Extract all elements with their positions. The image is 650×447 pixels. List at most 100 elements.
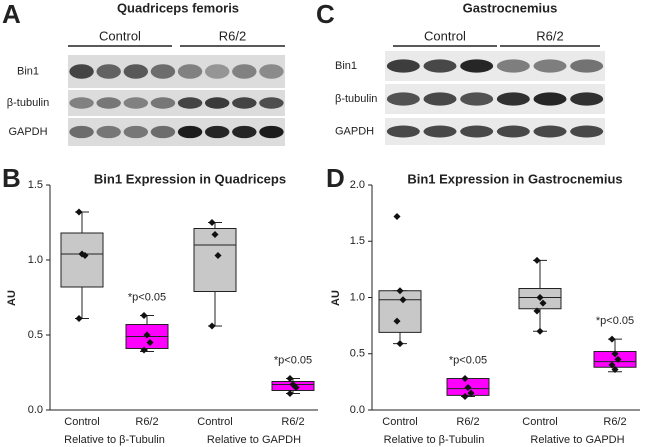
point	[608, 335, 616, 343]
point	[393, 212, 401, 221]
point	[396, 340, 404, 348]
box	[193, 228, 237, 292]
y-tick-label: 1.5	[350, 235, 365, 247]
point	[536, 327, 544, 335]
point	[614, 355, 622, 363]
band	[533, 125, 567, 138]
band	[232, 64, 257, 79]
band	[232, 125, 257, 139]
blot-title: Gastrocnemius	[463, 0, 558, 15]
y-tick-label: 2.0	[350, 179, 365, 191]
band	[423, 92, 457, 106]
row-label: β-tubulin	[7, 97, 49, 109]
band	[204, 125, 230, 139]
band	[69, 125, 94, 139]
point	[292, 383, 300, 392]
band	[96, 125, 121, 139]
row-label: Bin1	[17, 65, 39, 77]
blot-strip	[385, 51, 605, 81]
x-tick-label: R6/2	[456, 416, 479, 428]
band	[460, 59, 494, 73]
band	[423, 125, 457, 138]
point	[533, 256, 541, 264]
row-label: GAPDH	[8, 126, 47, 138]
band	[123, 97, 149, 109]
band	[259, 97, 284, 109]
point	[81, 251, 89, 260]
point	[146, 338, 154, 347]
point	[461, 374, 469, 383]
band	[533, 92, 567, 106]
point	[143, 331, 151, 339]
annotation: *p<0.05	[128, 291, 166, 303]
blot-strip	[385, 118, 605, 145]
group-label: R6/2	[219, 28, 246, 43]
row-label: Bin1	[335, 60, 357, 72]
band	[570, 125, 604, 138]
chart-title: Bin1 Expression in Gastrocnemius	[407, 171, 622, 186]
y-tick-label: 1.0	[28, 254, 43, 266]
blot-strip	[385, 84, 605, 114]
band	[150, 64, 176, 79]
x-tick-label: R6/2	[281, 416, 304, 428]
panel-letter: C	[316, 0, 335, 29]
y-tick-label: 1.0	[350, 291, 365, 303]
band	[123, 125, 149, 139]
band	[460, 125, 494, 138]
row-label: β-tubulin	[335, 93, 377, 105]
y-tick-label: 0.5	[28, 329, 43, 341]
band	[533, 59, 567, 73]
point	[140, 311, 148, 320]
x-tick-label: Control	[382, 416, 417, 428]
band	[386, 59, 420, 73]
box	[60, 232, 104, 288]
band	[570, 92, 604, 106]
point	[393, 317, 401, 325]
band	[177, 64, 203, 79]
group-label: R6/2	[536, 28, 563, 43]
point	[533, 307, 541, 315]
group-label: Relative to β-Tubulin	[64, 434, 165, 446]
group-label: Relative to β-Tubulin	[384, 434, 485, 446]
panel-letter: D	[326, 163, 345, 193]
band	[150, 97, 176, 109]
point	[214, 251, 222, 260]
point	[539, 299, 547, 307]
y-tick-label: 0.0	[28, 404, 43, 416]
x-tick-label: R6/2	[135, 416, 158, 428]
x-tick-label: Control	[197, 416, 232, 428]
point	[464, 383, 472, 392]
band	[69, 97, 94, 109]
group-label: Control	[424, 28, 466, 43]
y-axis-label: AU	[6, 290, 18, 306]
point	[611, 350, 619, 358]
band	[570, 59, 604, 73]
point	[75, 208, 83, 216]
band	[423, 59, 457, 73]
band	[259, 125, 284, 139]
y-tick-label: 1.5	[28, 179, 43, 191]
band	[496, 92, 530, 106]
annotation: *p<0.05	[274, 354, 312, 366]
y-tick-label: 0.0	[350, 404, 365, 416]
band	[386, 125, 420, 138]
point	[399, 296, 407, 304]
y-tick-label: 0.5	[350, 348, 365, 360]
band	[123, 64, 149, 79]
point	[208, 218, 216, 227]
x-tick-label: R6/2	[603, 416, 626, 428]
band	[386, 92, 420, 106]
x-tick-label: Control	[64, 416, 99, 428]
band	[177, 125, 203, 139]
point	[75, 314, 83, 323]
band	[96, 64, 121, 79]
band	[177, 97, 203, 109]
band	[460, 92, 494, 106]
point	[611, 365, 619, 374]
group-label: Relative to GAPDH	[207, 434, 301, 446]
row-label: GAPDH	[335, 125, 374, 137]
band	[204, 97, 230, 109]
point	[140, 346, 148, 354]
x-tick-label: Control	[522, 416, 557, 428]
band	[496, 59, 530, 73]
